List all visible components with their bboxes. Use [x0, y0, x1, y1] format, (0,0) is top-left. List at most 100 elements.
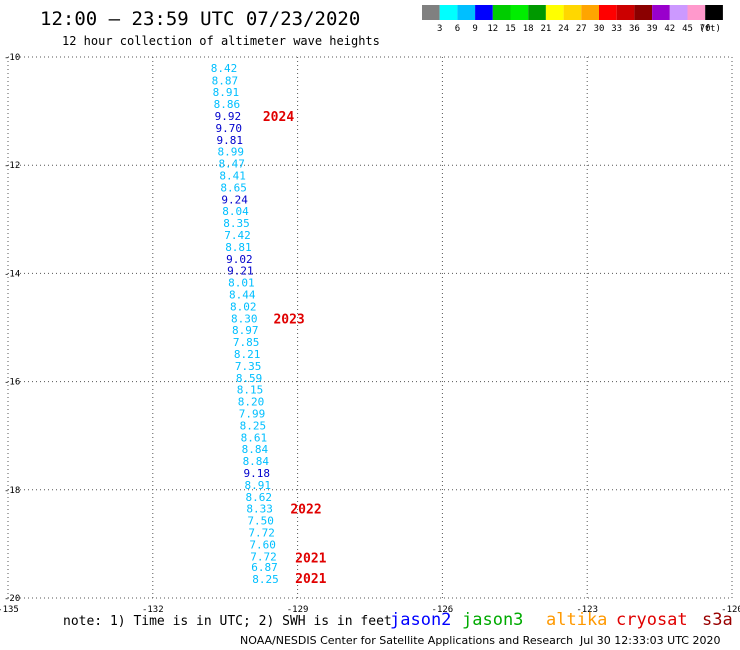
- colorbar-swatch: [616, 5, 635, 20]
- chart-title: 12:00 – 23:59 UTC 07/23/2020: [40, 8, 360, 30]
- colorbar-label: 39: [647, 24, 658, 34]
- swh-value: 9.24: [221, 193, 248, 206]
- colorbar-label: 27: [576, 24, 587, 34]
- swh-value: 7.42: [224, 229, 251, 242]
- y-tick-label: -16: [4, 378, 20, 388]
- swh-value: 8.21: [234, 348, 261, 361]
- swh-value: 7.85: [233, 336, 260, 349]
- swh-value: 8.35: [223, 217, 250, 230]
- swh-value: 8.04: [222, 205, 249, 218]
- chart-subtitle: 12 hour collection of altimeter wave hei…: [62, 34, 380, 48]
- footnote: note: 1) Time is in UTC; 2) SWH is in fe…: [63, 614, 392, 629]
- colorbar-swatch: [475, 5, 493, 20]
- swh-value: 9.18: [244, 467, 270, 480]
- swh-value: 8.81: [225, 241, 252, 254]
- colorbar-label: 15: [505, 24, 516, 34]
- colorbar-swatch: [563, 5, 582, 20]
- x-tick-label: -123: [576, 605, 598, 615]
- x-tick-label: -132: [142, 605, 164, 615]
- colorbar-swatch: [545, 5, 564, 20]
- satellite-s3a: s3a: [702, 610, 733, 630]
- swh-value: 8.91: [213, 86, 240, 99]
- swh-value: 7.35: [235, 360, 262, 373]
- y-tick-label: -20: [4, 594, 20, 604]
- swh-colorbar: 3 6 9 12 15 18 21 24 27 30 33 36 39 42 45 70(ft): [422, 5, 723, 34]
- swh-value: 8.44: [229, 288, 256, 301]
- x-tick-label: -135: [0, 605, 19, 615]
- swh-value: 6.87: [251, 561, 277, 574]
- pass-time-label: 2023: [273, 312, 304, 327]
- swh-observations: 8.428.878.918.869.929.709.818.998.478.41…: [211, 62, 279, 586]
- swh-value: 8.59: [236, 372, 263, 385]
- colorbar-swatch: [528, 5, 546, 20]
- colorbar-label: 45: [682, 24, 693, 34]
- y-tick-label: -12: [4, 161, 20, 171]
- generation-timestamp: Jul 30 12:33:03 UTC 2020: [579, 634, 720, 647]
- swh-value: 8.33: [246, 503, 272, 516]
- colorbar-label: 6: [455, 24, 460, 34]
- swh-value: 8.97: [232, 324, 259, 337]
- colorbar-swatch: [669, 5, 688, 20]
- pass-time-label: 2024: [263, 110, 294, 125]
- colorbar-swatch: [634, 5, 653, 20]
- swh-value: 9.21: [227, 265, 254, 278]
- swh-value: 8.87: [212, 74, 239, 87]
- y-tick-label: -10: [4, 53, 20, 63]
- pass-time-label: 2022: [290, 503, 321, 518]
- x-tick-label: -126: [432, 605, 454, 615]
- colorbar-label: 30: [594, 24, 605, 34]
- colorbar-label: 18: [523, 24, 534, 34]
- swh-value: 8.61: [241, 431, 267, 444]
- x-tick-label: -129: [287, 605, 309, 615]
- colorbar-label: 42: [664, 24, 675, 34]
- swh-value: 7.60: [249, 538, 275, 551]
- swh-value: 9.81: [217, 134, 244, 147]
- swh-value: 7.99: [239, 408, 266, 421]
- colorbar-label: 3: [437, 24, 442, 34]
- satellite-jason2: jason2: [390, 610, 451, 630]
- colorbar-label: 24: [558, 24, 569, 34]
- colorbar-label: 70: [700, 24, 711, 34]
- swh-value: 7.72: [248, 527, 274, 540]
- colorbar-swatch: [439, 5, 458, 20]
- colorbar-swatch: [510, 5, 529, 20]
- colorbar-swatch: [687, 5, 706, 20]
- swh-value: 8.84: [243, 455, 270, 468]
- x-tick-label: -120: [721, 605, 740, 615]
- swh-value: 8.84: [242, 443, 269, 456]
- swh-value: 8.47: [218, 158, 245, 171]
- pass-labels: 2024 2023 2022 2021 2021: [263, 110, 327, 587]
- colorbar-swatch: [581, 5, 599, 20]
- swh-value: 7.50: [247, 515, 273, 528]
- swh-value: 8.41: [219, 169, 246, 182]
- colorbar-swatch: [599, 5, 617, 20]
- colorbar-swatch: [492, 5, 511, 20]
- swh-value: 8.25: [252, 573, 279, 586]
- swh-value: 9.92: [215, 110, 242, 123]
- satellite-altika: altika: [546, 610, 607, 630]
- satellite-cryosat: cryosat: [616, 610, 688, 630]
- colorbar-swatch: [652, 5, 670, 20]
- swh-value: 8.15: [237, 384, 264, 397]
- colorbar-swatch: [457, 5, 476, 20]
- swh-value: 8.99: [217, 146, 244, 159]
- pass-time-label: 2021: [295, 572, 326, 587]
- pass-time-label: 2021: [295, 551, 326, 566]
- plot-grid: [7, 56, 733, 599]
- swh-value: 8.01: [228, 277, 255, 290]
- y-tick-label: -18: [4, 486, 20, 496]
- colorbar-label: 12: [487, 24, 498, 34]
- swh-value: 8.91: [245, 479, 271, 492]
- y-tick-label: -14: [4, 269, 20, 279]
- swh-value: 8.02: [230, 300, 257, 313]
- swh-value: 8.42: [211, 62, 238, 75]
- swh-value: 8.25: [240, 419, 267, 432]
- colorbar-label: 21: [540, 24, 551, 34]
- colorbar-swatch: [422, 5, 440, 20]
- colorbar-label: 9: [472, 24, 477, 34]
- satellite-jason3: jason3: [462, 610, 523, 630]
- colorbar-swatch: [705, 5, 723, 20]
- swh-value: 8.20: [238, 396, 265, 409]
- colorbar-label: 33: [611, 24, 622, 34]
